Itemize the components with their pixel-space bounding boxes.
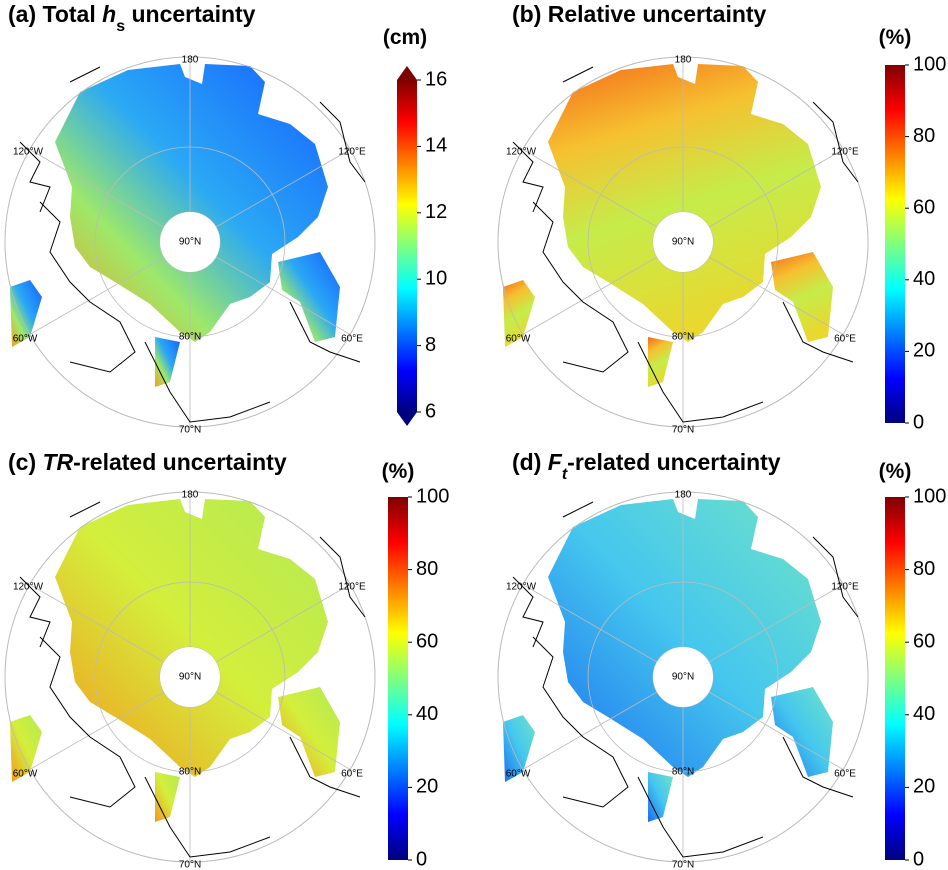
colorbar-tick-label: 100: [913, 53, 946, 75]
colorbar-tick-label: 0: [416, 848, 427, 870]
colorbar-tick-label: 6: [425, 400, 436, 422]
map-label: 60°E: [341, 334, 363, 345]
map-label: 80°N: [672, 767, 694, 778]
title-part: (a) Total: [8, 1, 102, 27]
map-label: 120°W: [13, 147, 44, 158]
panel: (d) Ft-related uncertainty 180 120°W 120°E 9…: [498, 449, 946, 870]
colorbar-tick-label: 60: [913, 630, 935, 652]
map-label: 70°N: [672, 425, 694, 436]
map-label: 70°N: [672, 860, 694, 870]
map-label: 80°N: [179, 767, 201, 778]
colorbar-tick-label: 20: [913, 340, 935, 362]
map-label: 80°N: [672, 332, 694, 343]
colorbar-tick-label: 80: [416, 558, 438, 580]
colorbar-tick-label: 8: [425, 334, 436, 356]
map-label: 60°E: [834, 769, 856, 780]
colorbar-tick-label: 80: [913, 125, 935, 147]
colorbar-tick-label: 0: [913, 848, 924, 870]
title-part: (d): [512, 449, 548, 475]
map-label: 120°W: [506, 147, 537, 158]
map-label: 60°W: [13, 334, 38, 345]
figure: (a) Total hs uncertainty 180 120°W 120°E 90°…: [0, 0, 948, 870]
title-part: h: [102, 1, 116, 27]
map-label: 70°N: [179, 425, 201, 436]
colorbar-tick-label: 100: [913, 485, 946, 507]
coastline: [70, 67, 100, 82]
map-label: 120°E: [831, 582, 859, 593]
colorbar-unit: (%): [879, 26, 912, 49]
polar-map: 180 120°W 120°E 90°N 80°N 70°N 60°W 60°E: [5, 55, 375, 436]
map-label: 80°N: [179, 332, 201, 343]
map-label: 120°E: [831, 147, 859, 158]
map-label: 180: [182, 490, 199, 501]
title-part: TR: [43, 449, 74, 475]
colorbar-tick-label: 20: [416, 776, 438, 798]
panel: (a) Total hs uncertainty 180 120°W 120°E 90°…: [5, 1, 447, 436]
colorbar-tick-label: 40: [913, 268, 935, 290]
map-label: 120°E: [338, 147, 366, 158]
map-label: 60°W: [506, 334, 531, 345]
map-label: 90°N: [179, 237, 201, 248]
coastline: [563, 502, 593, 517]
colorbar-unit: (cm): [383, 26, 427, 49]
colorbar-tick-label: 0: [913, 411, 924, 433]
map-label: 120°W: [506, 582, 537, 593]
title-part: -related uncertainty: [567, 449, 781, 475]
colorbar-extend: [397, 66, 417, 80]
colorbar-tick-label: 16: [425, 68, 447, 90]
colorbar: [885, 65, 905, 423]
coastline: [70, 502, 100, 517]
colorbar-tick-label: 60: [913, 196, 935, 218]
colorbar-tick-label: 12: [425, 201, 447, 223]
polar-map: 180 120°W 120°E 90°N 80°N 70°N 60°W 60°E: [498, 490, 868, 870]
panel: (c) TR-related uncertainty 180 120°W 120°E 9…: [5, 449, 449, 870]
panel-title: (d) Ft-related uncertainty: [512, 449, 781, 483]
colorbar-tick-label: 80: [913, 558, 935, 580]
colorbar-tick-label: 10: [425, 267, 447, 289]
title-part: (c): [8, 449, 43, 475]
colorbar-tick-label: 60: [416, 630, 438, 652]
panel-title: (a) Total hs uncertainty: [8, 1, 256, 35]
title-part: F: [548, 449, 563, 475]
polar-map: 180 120°W 120°E 90°N 80°N 70°N 60°W 60°E: [498, 55, 868, 436]
map-label: 120°E: [338, 582, 366, 593]
map-label: 60°E: [834, 334, 856, 345]
panel-title: (b) Relative uncertainty: [512, 1, 767, 27]
panel: (b) Relative uncertainty 180 120°W 120°E 90°…: [498, 1, 946, 436]
map-label: 90°N: [179, 672, 201, 683]
colorbar-unit: (%): [879, 460, 912, 483]
title-part: s: [116, 18, 125, 35]
colorbar: [397, 80, 417, 412]
map-label: 70°N: [179, 860, 201, 870]
map-label: 90°N: [672, 237, 694, 248]
map-label: 180: [675, 55, 692, 66]
colorbar-tick-label: 14: [425, 135, 447, 157]
map-label: 60°W: [13, 769, 38, 780]
map-label: 60°W: [506, 769, 531, 780]
map-label: 60°E: [341, 769, 363, 780]
colorbar-tick-label: 20: [913, 776, 935, 798]
title-part: uncertainty: [125, 1, 256, 27]
colorbar: [388, 497, 408, 860]
title-part: (b) Relative uncertainty: [512, 1, 767, 27]
colorbar-extend: [397, 412, 417, 426]
title-part: -related uncertainty: [73, 449, 287, 475]
polar-map: 180 120°W 120°E 90°N 80°N 70°N 60°W 60°E: [5, 490, 375, 870]
colorbar-tick-label: 40: [416, 703, 438, 725]
map-label: 180: [182, 55, 199, 66]
panel-title: (c) TR-related uncertainty: [8, 449, 287, 475]
colorbar-unit: (%): [382, 460, 415, 483]
colorbar-tick-label: 100: [416, 485, 449, 507]
map-label: 120°W: [13, 582, 44, 593]
colorbar-tick-label: 40: [913, 703, 935, 725]
coastline: [563, 67, 593, 82]
map-label: 180: [675, 490, 692, 501]
colorbar: [885, 497, 905, 860]
map-label: 90°N: [672, 672, 694, 683]
